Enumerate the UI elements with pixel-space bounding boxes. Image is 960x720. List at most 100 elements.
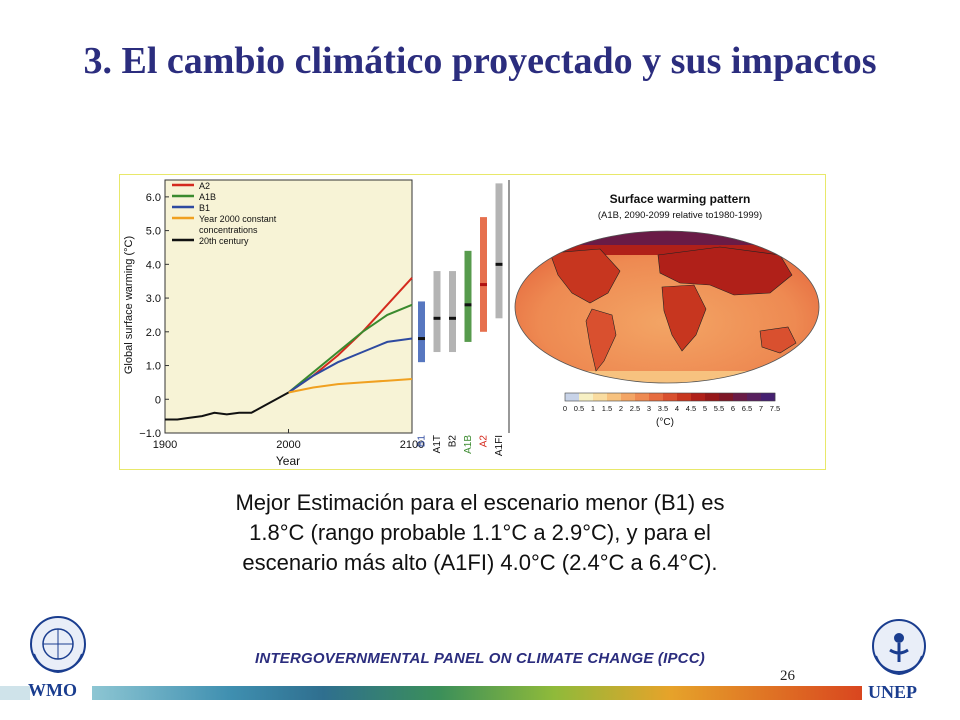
slide-title: 3. El cambio climático proyectado y sus … bbox=[83, 40, 877, 82]
colorbar-tick-label: 0 bbox=[563, 404, 567, 413]
colorbar-tick-label: 4.5 bbox=[686, 404, 696, 413]
line-chart-plot-area bbox=[164, 179, 413, 434]
colorbar-tick-label: 7.5 bbox=[770, 404, 780, 413]
map-border bbox=[514, 230, 820, 384]
range-bar-a1b bbox=[464, 250, 472, 342]
y-axis-label: Global surface warming (°C) bbox=[123, 236, 135, 374]
range-label-a1fi: A1FI bbox=[494, 435, 505, 456]
colorbar-tick-label: 2.5 bbox=[630, 404, 640, 413]
unep-emblem-icon bbox=[872, 619, 926, 676]
colorbar-cell bbox=[593, 393, 608, 401]
ipcc-figure: −1.0 0 1.0 2.0 3.0 4.0 5.0 6.0 1900 2000 2100 A2 A… bbox=[119, 174, 826, 470]
colorbar-tick-label: 3.5 bbox=[658, 404, 668, 413]
colorbar-cell bbox=[565, 393, 580, 401]
x-tick-label: 2000 bbox=[276, 439, 300, 451]
colorbar-units: (°C) bbox=[656, 417, 674, 428]
colorbar-tick-label: 3 bbox=[647, 404, 651, 413]
wmo-logo-text: WMO bbox=[28, 680, 77, 700]
best-estimate-a1t bbox=[433, 316, 441, 320]
best-estimate-a1fi bbox=[495, 262, 503, 266]
colorbar-cell bbox=[705, 393, 720, 401]
x-axis-ticks: 1900 2000 2100 bbox=[153, 429, 424, 451]
x-tick-label: 2100 bbox=[400, 439, 424, 451]
arctic-edge bbox=[515, 245, 819, 255]
range-bar-a1t bbox=[433, 271, 441, 353]
colorbar-cell bbox=[733, 393, 748, 401]
figure-canvas: −1.001.02.03.04.05.06.0 1900 2000 2100 A2A… bbox=[123, 179, 820, 468]
range-label-a1b: A1B bbox=[463, 435, 474, 454]
caption-line-1: Mejor Estimación para el escenario menor… bbox=[235, 490, 725, 515]
colorbar-tick-label: 2 bbox=[619, 404, 623, 413]
map-subtitle: (A1B, 2090-2099 relative to1980-1999) bbox=[598, 210, 762, 221]
wmo-emblem-icon bbox=[30, 616, 86, 674]
colorbar-cell bbox=[719, 393, 734, 401]
colorbar-frame bbox=[564, 392, 776, 402]
legend-entry: 20th century bbox=[199, 236, 249, 246]
colorbar-tick-label: 6.5 bbox=[742, 404, 752, 413]
colorbar-tick-label: 4 bbox=[675, 404, 679, 413]
legend-entry: Year 2000 constant bbox=[199, 214, 277, 224]
y-tick-label: 6.0 bbox=[146, 192, 161, 204]
best-estimate-b1 bbox=[418, 337, 425, 341]
legend-entry-cont: concentrations bbox=[199, 225, 258, 235]
best-estimate-a2 bbox=[480, 283, 487, 287]
colorbar-tick-label: 7 bbox=[759, 404, 763, 413]
colorbar-cell bbox=[747, 393, 762, 401]
y-tick-label: 2.0 bbox=[146, 327, 161, 339]
y-tick-label: 1.0 bbox=[146, 361, 161, 373]
footer-color-bar bbox=[92, 686, 862, 700]
y-tick-label: 5.0 bbox=[146, 226, 161, 238]
range-bar-a2 bbox=[480, 217, 487, 332]
series-line-a1b bbox=[287, 303, 413, 394]
north-america-land bbox=[549, 248, 621, 304]
colorbar-tick-label: 6 bbox=[731, 404, 735, 413]
legend-entry: B1 bbox=[199, 203, 210, 213]
best-estimate-b2 bbox=[449, 316, 456, 320]
unep-logo-text: UNEP bbox=[868, 682, 917, 702]
y-tick-label: 3.0 bbox=[146, 293, 161, 305]
colorbar-cell bbox=[761, 393, 776, 401]
footer-ipcc: INTERGOVERNMENTAL PANEL ON CLIMATE CHANG… bbox=[255, 650, 705, 667]
legend-entry: A1B bbox=[199, 192, 216, 202]
range-label-b2: B2 bbox=[448, 435, 459, 448]
colorbar-cell bbox=[607, 393, 622, 401]
range-label-a2: A2 bbox=[479, 435, 490, 448]
colorbar-cell bbox=[691, 393, 706, 401]
range-label-a1t: A1T bbox=[432, 435, 443, 453]
legend-entry: A2 bbox=[199, 181, 210, 191]
colorbar-tick-label: 1 bbox=[591, 404, 595, 413]
y-tick-label: −1.0 bbox=[139, 428, 161, 440]
caption-line-3: escenario más alto (A1FI) 4.0°C (2.4°C a… bbox=[242, 550, 718, 575]
colorbar-tick-label: 1.5 bbox=[602, 404, 612, 413]
scenario-range-bars: B1 A1T B2 A1B A2 A1FI bbox=[417, 183, 505, 456]
eurasia-land bbox=[657, 246, 793, 296]
series-line-year-2000-constant bbox=[288, 378, 413, 394]
range-bar-a1fi bbox=[495, 183, 503, 319]
x-tick-label: 1900 bbox=[153, 439, 177, 451]
australia-land bbox=[759, 326, 797, 354]
slide-caption: Mejor Estimación para el escenario menor… bbox=[120, 488, 840, 578]
series-line-b1 bbox=[287, 337, 413, 394]
range-bar-b1 bbox=[418, 301, 425, 363]
colorbar-cell bbox=[649, 393, 664, 401]
wmo-logo bbox=[26, 614, 90, 683]
footer-bar-left bbox=[0, 686, 30, 700]
line-series-group bbox=[165, 277, 413, 421]
caption-line-2: 1.8°C (rango probable 1.1°C a 2.9°C), y … bbox=[249, 520, 711, 545]
x-axis-label: Year bbox=[276, 454, 300, 468]
colorbar-cell bbox=[677, 393, 692, 401]
unep-logo bbox=[866, 616, 932, 683]
colorbar-cell bbox=[663, 393, 678, 401]
warming-map bbox=[514, 230, 820, 384]
map-title: Surface warming pattern bbox=[610, 192, 751, 206]
range-bar-b2 bbox=[449, 271, 456, 353]
colorbar-cell bbox=[635, 393, 650, 401]
colorbar-tick-label: 0.5 bbox=[574, 404, 584, 413]
y-axis-ticks: −1.0 0 1.0 2.0 3.0 4.0 5.0 6.0 bbox=[139, 192, 169, 440]
colorbar-cell bbox=[621, 393, 636, 401]
best-estimate-a1b bbox=[464, 303, 472, 307]
colorbar-tick-label: 5.5 bbox=[714, 404, 724, 413]
y-tick-label: 4.0 bbox=[146, 259, 161, 271]
map-colorbar: 0 0.5 1 1.5 2 2.5 3 3.5 4 4.5 5 5.5 6 6.5 7 7.5 bbox=[563, 392, 780, 413]
